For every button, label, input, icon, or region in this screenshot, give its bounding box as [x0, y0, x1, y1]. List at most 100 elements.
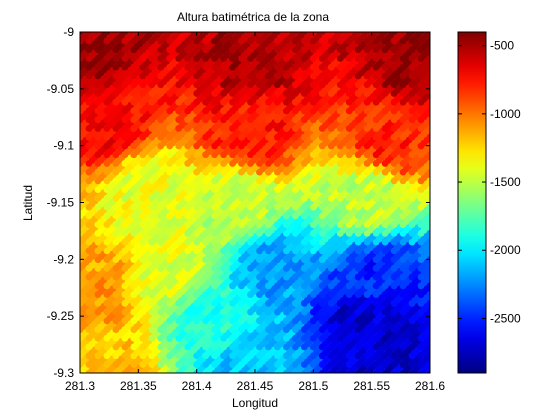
data-point [71, 288, 78, 295]
data-point [135, 32, 139, 33]
data-point [80, 269, 81, 273]
data-point [166, 20, 173, 27]
data-point [68, 169, 75, 176]
data-point [71, 122, 78, 129]
data-point [90, 32, 94, 33]
data-point [80, 260, 81, 264]
data-point [80, 147, 81, 151]
data-point [68, 335, 75, 342]
data-point [80, 234, 81, 238]
data-point [71, 358, 78, 365]
data-point [85, 32, 93, 36]
data-point [80, 339, 81, 343]
data-point [174, 372, 178, 373]
data-point [80, 42, 81, 46]
data-point [71, 43, 78, 50]
data-point [80, 94, 81, 98]
data-point [71, 131, 78, 138]
data-point [80, 50, 81, 55]
data-point [68, 282, 75, 289]
data-point [68, 274, 75, 281]
data-point [71, 209, 78, 216]
data-point [127, 23, 134, 30]
data-point [211, 379, 218, 386]
data-point [92, 23, 99, 30]
data-point [157, 20, 164, 27]
data-point [160, 376, 167, 383]
data-point [68, 108, 75, 115]
data-point [71, 157, 78, 164]
data-point [171, 32, 175, 33]
data-point [148, 20, 155, 27]
data-point [80, 199, 81, 203]
data-point [111, 372, 115, 373]
data-point [95, 379, 102, 386]
data-point [71, 175, 78, 182]
data-point [102, 372, 106, 373]
data-point [80, 304, 81, 308]
data-point [80, 32, 84, 36]
data-point [108, 32, 112, 33]
data-point [68, 230, 75, 237]
data-point [117, 32, 121, 33]
data-point [71, 52, 78, 59]
data-point [68, 64, 75, 71]
data-point [71, 183, 78, 190]
data-point [71, 279, 78, 286]
data-point [180, 32, 184, 33]
data-point [71, 341, 78, 348]
data-point [68, 300, 75, 307]
data-point [68, 186, 75, 193]
data-point [80, 243, 81, 247]
data-point [207, 32, 211, 33]
data-point [216, 32, 220, 33]
data-point [80, 251, 81, 256]
data-point [80, 225, 81, 229]
data-point [68, 344, 75, 351]
data-point [68, 178, 75, 185]
data-point [107, 376, 114, 383]
data-point [104, 20, 111, 27]
data-point [218, 372, 223, 373]
data-point [98, 376, 105, 383]
chart-title: Altura batimétrica de la zona [177, 10, 329, 24]
data-point [68, 99, 75, 106]
data-point [227, 372, 232, 373]
data-point [163, 23, 170, 30]
data-point [81, 32, 85, 33]
data-point [80, 217, 81, 221]
data-point [68, 55, 75, 62]
data-point [130, 20, 137, 27]
data-point [80, 190, 81, 194]
data-point [80, 348, 81, 352]
data-point [110, 23, 117, 30]
data-point [71, 166, 78, 173]
data-point [68, 116, 75, 123]
data-point [68, 212, 75, 219]
data-point [224, 32, 229, 33]
data-point [99, 32, 103, 33]
data-point [80, 173, 81, 177]
data-point [80, 321, 81, 326]
data-point [214, 376, 221, 383]
data-point [86, 20, 93, 27]
data-point [68, 46, 75, 53]
data-point [145, 23, 152, 30]
data-point [119, 23, 126, 30]
data-point [80, 129, 81, 133]
data-point [80, 138, 81, 142]
data-point [80, 330, 81, 334]
data-point [71, 70, 78, 77]
data-point [80, 85, 81, 90]
data-point [94, 32, 102, 36]
data-point [80, 164, 81, 168]
data-point [83, 23, 90, 30]
data-point [162, 32, 166, 33]
data-point [80, 59, 81, 63]
data-point [126, 32, 130, 33]
data-point [80, 33, 81, 37]
data-point [80, 68, 81, 72]
data-point [68, 352, 75, 359]
data-point [80, 77, 81, 81]
data-point [122, 20, 129, 27]
